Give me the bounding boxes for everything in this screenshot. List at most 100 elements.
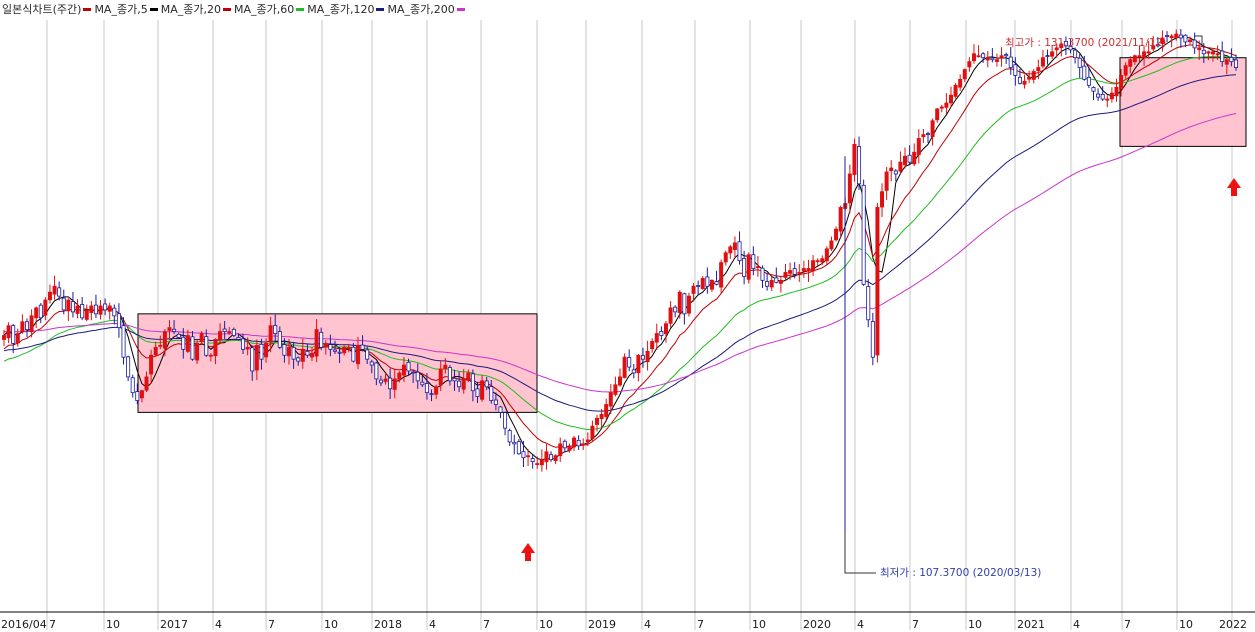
candle: [1201, 43, 1206, 63]
candle-body: [981, 53, 986, 59]
candle-body: [760, 267, 765, 281]
candle: [783, 263, 788, 281]
candle: [801, 260, 806, 278]
candle-body: [870, 321, 875, 358]
candle-body: [921, 134, 926, 138]
x-tick-label: 2016/04: [1, 618, 47, 631]
x-tick-label: 2018: [374, 618, 402, 631]
candle-body: [420, 381, 425, 386]
candle-body: [939, 106, 944, 109]
candle-body: [1201, 49, 1206, 55]
candle: [75, 299, 80, 319]
candle: [231, 327, 236, 338]
candle: [668, 301, 673, 328]
candle-body: [1091, 87, 1096, 92]
candle-body: [406, 361, 411, 372]
candle: [93, 294, 98, 319]
candle-body: [429, 393, 434, 396]
candle: [47, 284, 52, 304]
candle-body: [378, 379, 383, 384]
candle: [218, 323, 223, 345]
candle-body: [1027, 77, 1032, 80]
candle-body: [990, 57, 995, 61]
grid-lines: [46, 20, 1233, 630]
candle-body: [457, 380, 462, 388]
candle-body: [1165, 35, 1170, 37]
candle-body: [645, 350, 650, 363]
candle: [457, 371, 462, 393]
candle: [935, 107, 940, 123]
candle-body: [1142, 51, 1147, 59]
candle-body: [241, 338, 246, 350]
candle-body: [287, 346, 292, 357]
candle: [1017, 68, 1022, 85]
candle-body: [912, 151, 917, 165]
candle-body: [424, 383, 429, 394]
candle-body: [976, 55, 981, 58]
candle: [470, 369, 475, 402]
candle: [677, 290, 682, 319]
candle: [1091, 86, 1096, 100]
candle: [723, 250, 728, 266]
candle-body: [507, 430, 512, 443]
candle: [397, 371, 402, 383]
candle: [176, 332, 181, 339]
candle: [351, 343, 356, 363]
candle: [857, 136, 862, 191]
candle: [89, 300, 94, 321]
candle: [990, 48, 995, 63]
candle: [921, 128, 926, 143]
candle: [866, 279, 871, 328]
candle: [903, 147, 908, 169]
x-tick-label: 10: [324, 618, 338, 631]
candle-body: [309, 352, 314, 358]
candle: [388, 368, 393, 400]
x-tick-label: 4: [429, 618, 436, 631]
candle-body: [1086, 77, 1091, 86]
candle: [52, 275, 57, 300]
candle: [824, 246, 829, 265]
candle-body: [139, 390, 144, 399]
candle-body: [15, 333, 20, 344]
candle-body: [296, 357, 301, 362]
candle-body: [351, 346, 356, 362]
candle: [562, 439, 567, 453]
candle-body: [162, 331, 167, 349]
candle-body: [29, 315, 34, 333]
candle-body: [75, 305, 80, 314]
candle-body: [1082, 65, 1087, 80]
candle: [622, 353, 627, 379]
candle: [907, 145, 912, 165]
candle-body: [916, 138, 921, 155]
candle-body: [503, 412, 508, 429]
candle-body: [516, 441, 521, 455]
candle-body: [898, 161, 903, 172]
candle: [1013, 57, 1018, 86]
candle-body: [1197, 47, 1202, 51]
candle-body: [470, 373, 475, 392]
candle-body: [1073, 49, 1078, 59]
candle-body: [461, 378, 466, 390]
x-tick-label: 10: [752, 618, 766, 631]
candle-body: [227, 331, 232, 334]
candle: [539, 449, 544, 472]
candle-body: [34, 307, 39, 319]
x-tick-label: 7: [1124, 618, 1131, 631]
candle-body: [1109, 92, 1114, 100]
candle: [811, 255, 816, 277]
candle: [1040, 49, 1045, 69]
candle: [585, 432, 590, 447]
candle: [144, 371, 149, 393]
candle: [636, 354, 641, 382]
candle: [116, 303, 121, 338]
candle-body: [98, 305, 103, 315]
candle: [1160, 30, 1165, 52]
candle: [1004, 52, 1009, 64]
candle-body: [755, 266, 760, 268]
candle: [576, 435, 581, 450]
candle-body: [401, 364, 406, 376]
candle: [1109, 87, 1114, 103]
candle: [1045, 49, 1050, 65]
x-tick-label: 2022: [1219, 618, 1247, 631]
candle: [130, 374, 135, 398]
